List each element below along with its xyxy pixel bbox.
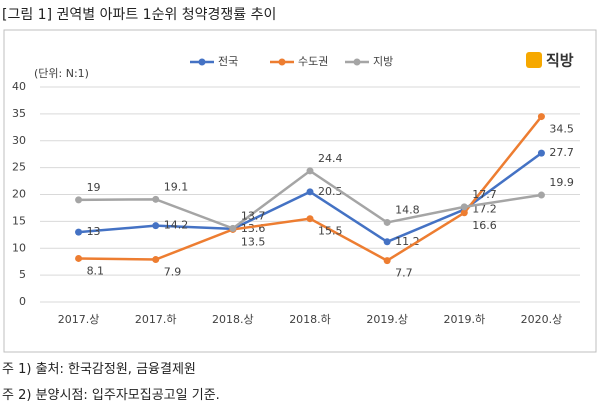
x-tick-label: 2017.하	[135, 312, 177, 326]
data-point	[383, 257, 391, 265]
data-label: 19.9	[549, 176, 574, 189]
figure-title: [그림 1] 권역별 아파트 1순위 청약경쟁률 추이	[2, 7, 277, 23]
data-label: 34.5	[549, 123, 574, 136]
x-tick-label: 2017.상	[58, 313, 100, 326]
data-point	[537, 113, 545, 121]
x-tick-label: 2019.하	[443, 312, 485, 326]
data-point	[306, 167, 314, 175]
data-point	[75, 228, 83, 236]
x-tick-label: 2020.상	[521, 313, 563, 326]
data-point	[383, 238, 391, 246]
note: 주 1) 출처: 한국감정원, 금융결제원	[2, 362, 196, 377]
x-tick-label: 2019.상	[366, 313, 408, 326]
note: 주 2) 분양시점: 입주자모집공고일 기준.	[2, 388, 220, 403]
data-point	[229, 224, 237, 232]
data-label: 13	[87, 225, 101, 238]
data-label: 14.2	[164, 219, 189, 232]
data-label: 14.8	[395, 203, 420, 216]
data-point	[306, 215, 314, 223]
x-tick-label: 2018.상	[212, 313, 254, 326]
logo-icon	[526, 52, 542, 68]
data-point	[152, 195, 160, 203]
data-point	[537, 191, 545, 199]
data-label: 16.6	[472, 219, 497, 232]
data-label: 13.5	[241, 235, 266, 248]
y-tick-label: 35	[12, 107, 26, 120]
y-tick-label: 10	[12, 241, 26, 254]
y-tick-label: 40	[12, 80, 26, 93]
data-label: 13.7	[241, 209, 266, 222]
y-tick-label: 15	[12, 214, 26, 227]
legend-label: 전국	[218, 55, 238, 68]
unit-label: (단위: N:1)	[34, 67, 89, 80]
legend-label: 수도권	[298, 55, 328, 68]
legend-marker	[278, 58, 286, 66]
data-point	[460, 203, 468, 211]
data-label: 27.7	[549, 146, 574, 159]
y-tick-label: 0	[19, 295, 26, 308]
data-label: 17.7	[472, 188, 497, 201]
y-tick-label: 20	[12, 188, 26, 201]
legend-label: 지방	[373, 55, 393, 68]
data-point	[75, 254, 83, 262]
data-label: 24.4	[318, 152, 343, 165]
data-point	[383, 218, 391, 226]
legend-marker	[198, 58, 206, 66]
data-label: 19	[87, 181, 101, 194]
data-label: 19.1	[164, 180, 189, 193]
data-point	[75, 196, 83, 204]
data-label: 7.7	[395, 267, 413, 280]
legend-marker	[353, 58, 361, 66]
y-tick-label: 30	[12, 134, 26, 147]
data-label: 15.5	[318, 225, 343, 238]
data-point	[537, 149, 545, 157]
chart: (단위: N:1) 직방 0 5 10 15 20 25 30 35 40 2017.상 2017.…	[3, 29, 597, 353]
logo: 직방	[546, 52, 574, 70]
x-tick-label: 2018.하	[289, 312, 331, 326]
data-label: 7.9	[164, 266, 182, 279]
y-tick-label: 25	[12, 161, 26, 174]
data-point	[306, 188, 314, 196]
data-point	[152, 256, 160, 264]
chart-frame	[3, 29, 597, 353]
data-point	[460, 209, 468, 217]
y-tick-label: 5	[19, 268, 26, 281]
data-point	[152, 222, 160, 230]
data-label: 8.1	[87, 264, 105, 277]
